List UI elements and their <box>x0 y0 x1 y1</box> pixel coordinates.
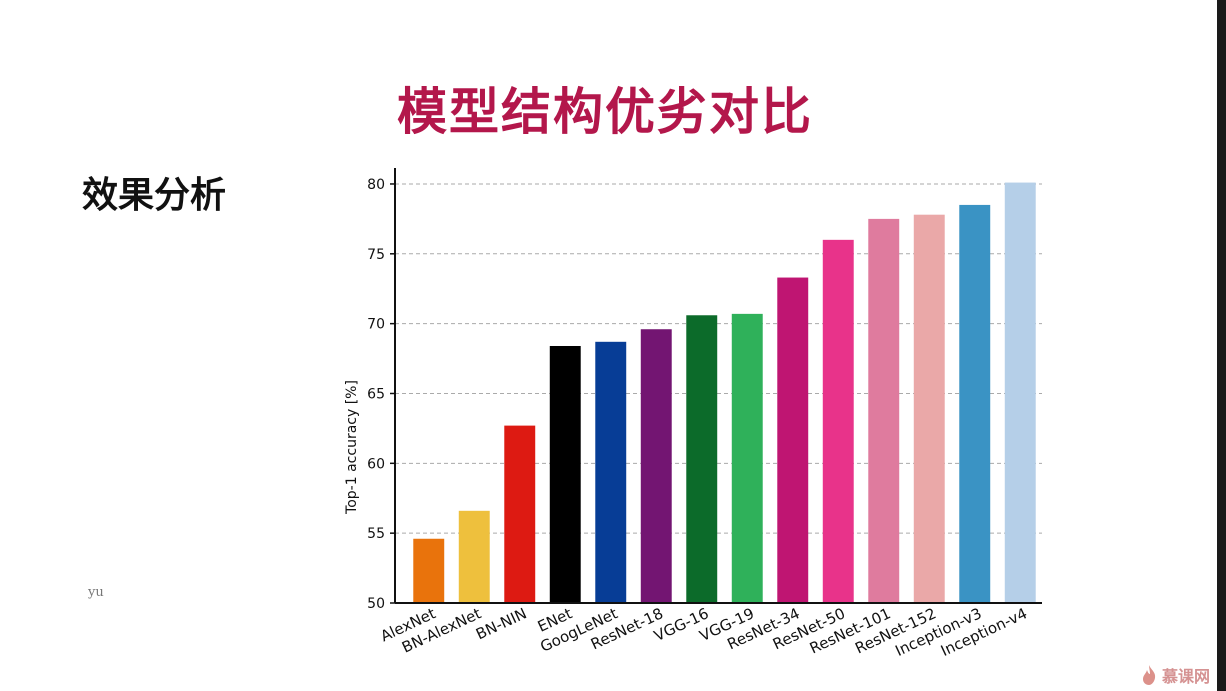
bar-bn-nin <box>504 425 536 603</box>
bar-inception-v4 <box>1004 182 1036 603</box>
bars <box>413 182 1036 604</box>
bar-resnet-50 <box>822 239 854 603</box>
y-tick-label: 75 <box>367 247 385 263</box>
bar-resnet-152 <box>913 214 945 603</box>
bar-resnet-101 <box>868 218 900 604</box>
y-tick-label: 65 <box>367 386 385 402</box>
grid-lines <box>395 183 1042 534</box>
bar-vgg-19 <box>731 313 763 603</box>
y-tick-label: 50 <box>367 596 385 612</box>
accuracy-chart: 50 55 60 65 70 75 80 AlexNet BN-AlexNet BN-NIN EN… <box>320 160 1060 691</box>
bar-resnet-18 <box>640 329 672 603</box>
watermark: 慕课网 <box>1140 663 1210 687</box>
window-edge <box>1217 0 1226 691</box>
bar-alexnet <box>413 538 445 603</box>
bar-vgg-16 <box>686 315 718 603</box>
axes <box>390 168 1042 604</box>
bar-inception-v3 <box>959 204 991 603</box>
slide-title: 模型结构优劣对比 <box>397 83 813 141</box>
y-tick-label: 55 <box>367 526 385 542</box>
section-label: 效果分析 <box>82 175 227 216</box>
x-tick-label: BN-NIN <box>473 604 529 643</box>
bar-resnet-34 <box>777 277 809 603</box>
y-tick-label: 70 <box>367 317 385 333</box>
flame-icon <box>1142 665 1156 685</box>
y-tick-label: 80 <box>367 177 385 193</box>
bar-bn-alexnet <box>458 510 490 603</box>
bar-enet <box>549 345 581 603</box>
y-tick-labels: 50 55 60 65 70 75 80 <box>367 177 385 612</box>
y-axis-label: Top-1 accuracy [%] <box>344 380 360 515</box>
bar-googlenet <box>595 341 627 603</box>
y-tick-label: 60 <box>367 456 385 472</box>
watermark-text: 慕课网 <box>1161 667 1210 686</box>
author-label: yu <box>88 585 104 600</box>
